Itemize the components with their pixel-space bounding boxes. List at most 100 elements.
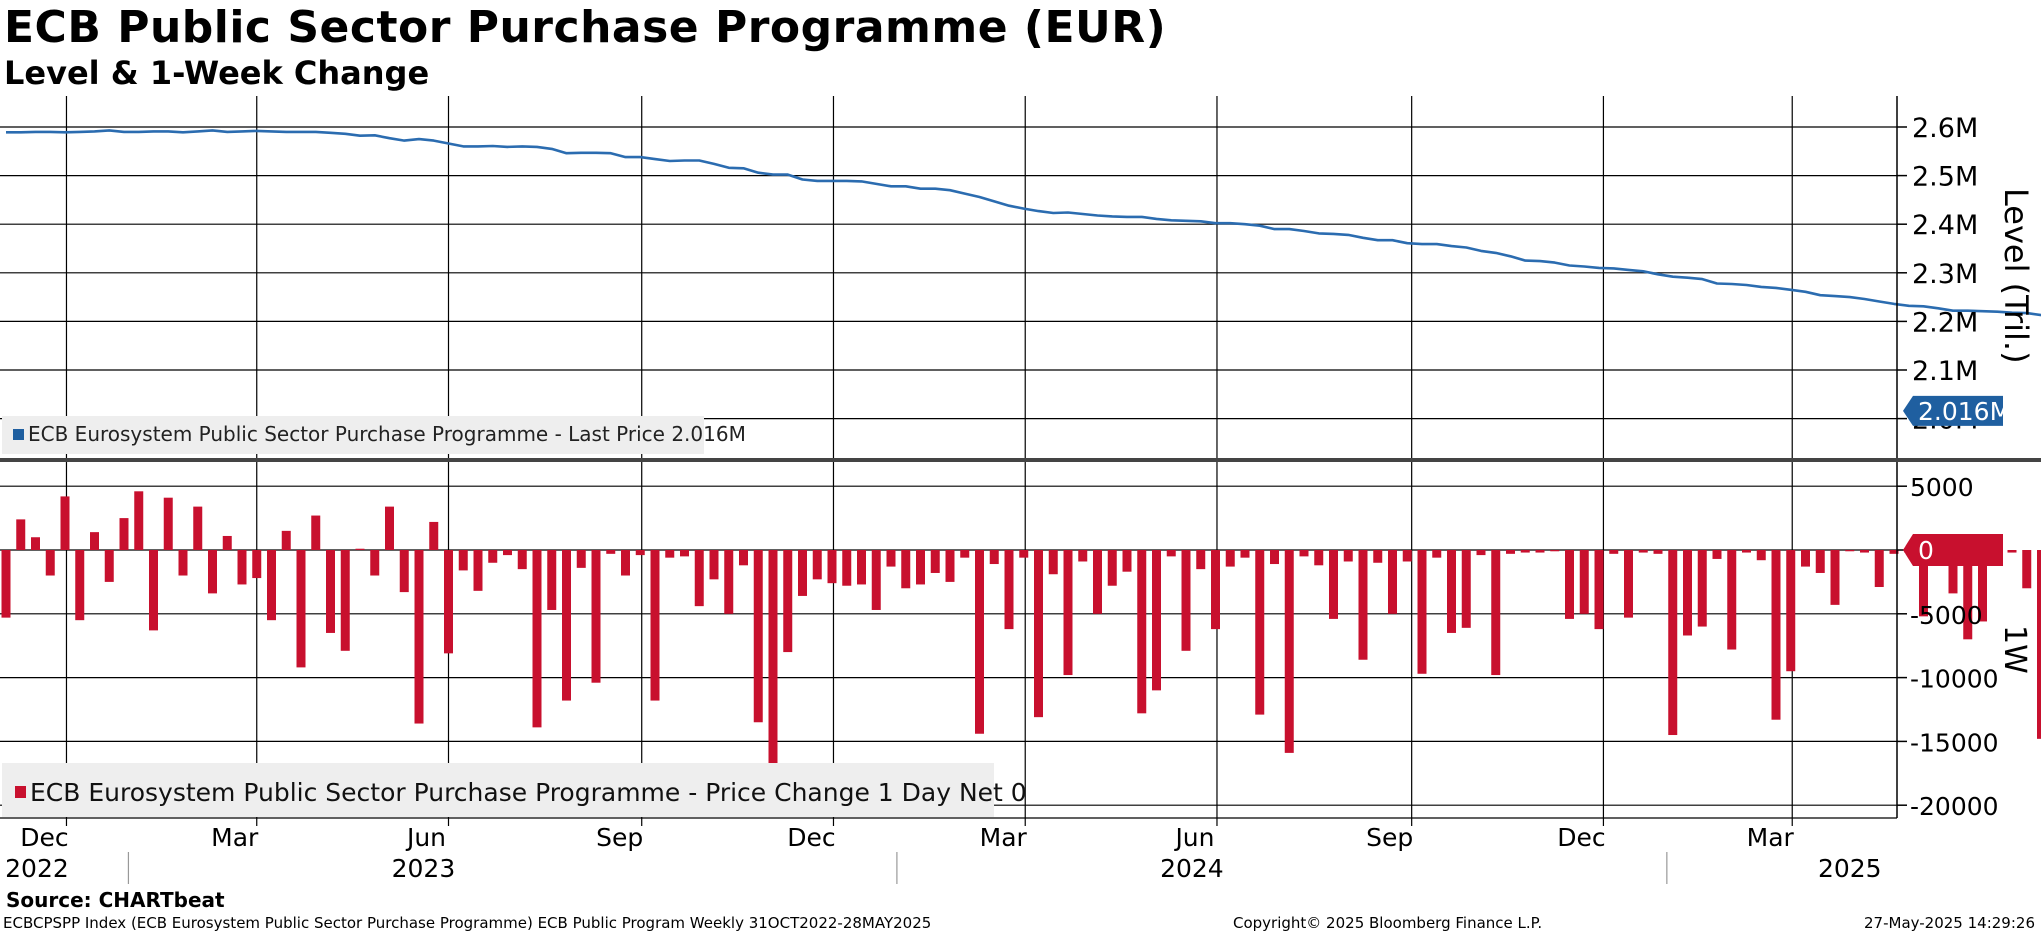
change-bar [222,535,232,550]
change-ytick-label-5: -20000 [1910,792,1999,821]
change-bar [591,550,601,683]
change-bar [1963,550,1973,640]
change-bar [296,550,306,668]
change-bar [1550,550,1560,552]
change-bar [1579,550,1589,614]
change-bar [1535,550,1545,553]
change-bar [517,550,527,570]
change-legend: ECB Eurosystem Public Sector Purchase Pr… [2,763,1027,817]
change-bar [783,550,793,653]
change-bar [857,550,866,585]
change-bar [2007,550,2017,553]
change-bar [104,550,114,582]
change-bar [665,550,675,558]
change-bar [385,506,394,550]
change-bar [739,550,748,566]
change-bar [901,550,911,589]
change-bar [1373,550,1383,563]
change-bar [1727,550,1737,650]
x-year-label-2: 2024 [1160,854,1224,883]
change-bar [1211,550,1220,630]
change-bar [1152,550,1161,691]
level-ytick-label-1: 2.1M [1912,356,1978,387]
change-bar [606,550,616,554]
x-month-label-7: Sep [1366,823,1413,852]
change-bar [1830,550,1840,605]
change-bar [1048,550,1058,575]
change-bar [1093,550,1102,614]
change-bar [1299,550,1309,557]
axes-frame [0,96,2041,819]
change-bar [1034,550,1043,718]
change-bar [370,550,380,576]
change-bar [252,550,262,579]
change-bar [326,550,335,633]
chart-title: ECB Public Sector Purchase Programme (EU… [4,2,1167,53]
change-bar [149,550,158,631]
change-bar [488,550,498,563]
last-level-flag-label: 2.016M [1918,397,2011,426]
x-month-label-3: Sep [596,823,643,852]
level-ytick-label-4: 2.4M [1912,210,1978,241]
level-ytick-label-6: 2.6M [1912,113,1978,144]
level-legend-bg [2,416,704,454]
change-bar [1874,550,1884,588]
change-bar [562,550,571,701]
x-year-label-0: 2022 [5,854,69,883]
change-bar [429,521,439,550]
change-bar [1653,550,1663,554]
change-bar [768,550,778,764]
level-legend-text: ECB Eurosystem Public Sector Purchase Pr… [28,422,746,446]
change-bar [1255,550,1265,715]
change-axis-title: 1W [1997,625,2032,674]
change-bar [798,550,807,596]
change-bar [989,550,999,565]
change-bar [1240,550,1250,558]
change-bar [458,550,468,571]
change-bar [1594,550,1604,630]
change-bar [871,550,881,610]
chart-subtitle: Level & 1-Week Change [4,54,430,92]
change-bar [827,550,837,584]
change-bar [1402,550,1412,562]
change-ytick-label-4: -15000 [1910,728,1999,757]
x-month-label-1: Mar [211,823,259,852]
change-bar [635,550,645,556]
change-bar [930,550,940,573]
line-series [6,129,2041,317]
x-month-label-2: Jun [405,823,446,852]
change-bar [355,548,365,550]
last-change-flag [1903,534,2003,566]
change-ytick-label-3: -10000 [1910,665,1999,694]
change-bar [1860,550,1869,553]
change-bar [1284,550,1294,753]
change-bar [1122,550,1132,572]
change-bar [1491,550,1501,676]
change-bar [1432,550,1442,558]
change-bar [399,550,409,593]
level-legend-swatch [13,429,24,440]
change-bar [1756,550,1766,561]
level-ytick-label-2: 2.2M [1912,307,1978,338]
change-bar [1712,550,1722,559]
change-bar [694,550,704,607]
change-bar [267,550,276,621]
change-bar [45,550,55,576]
change-bar [709,550,719,580]
last-change-flag-label: 0 [1918,536,1934,565]
change-bar [1417,550,1427,674]
change-legend-swatch [15,786,26,798]
change-bar [178,550,188,576]
change-bar [1978,550,1987,622]
change-bar [1919,550,1928,617]
change-bar [1314,550,1324,566]
change-bar [1181,550,1191,651]
x-month-label-0: Dec [20,823,68,852]
change-bar [1742,550,1751,553]
change-bar [16,519,26,550]
change-bar [473,550,483,591]
change-bar [414,550,424,724]
change-legend-text: ECB Eurosystem Public Sector Purchase Pr… [30,778,1027,807]
change-bar [281,530,291,550]
